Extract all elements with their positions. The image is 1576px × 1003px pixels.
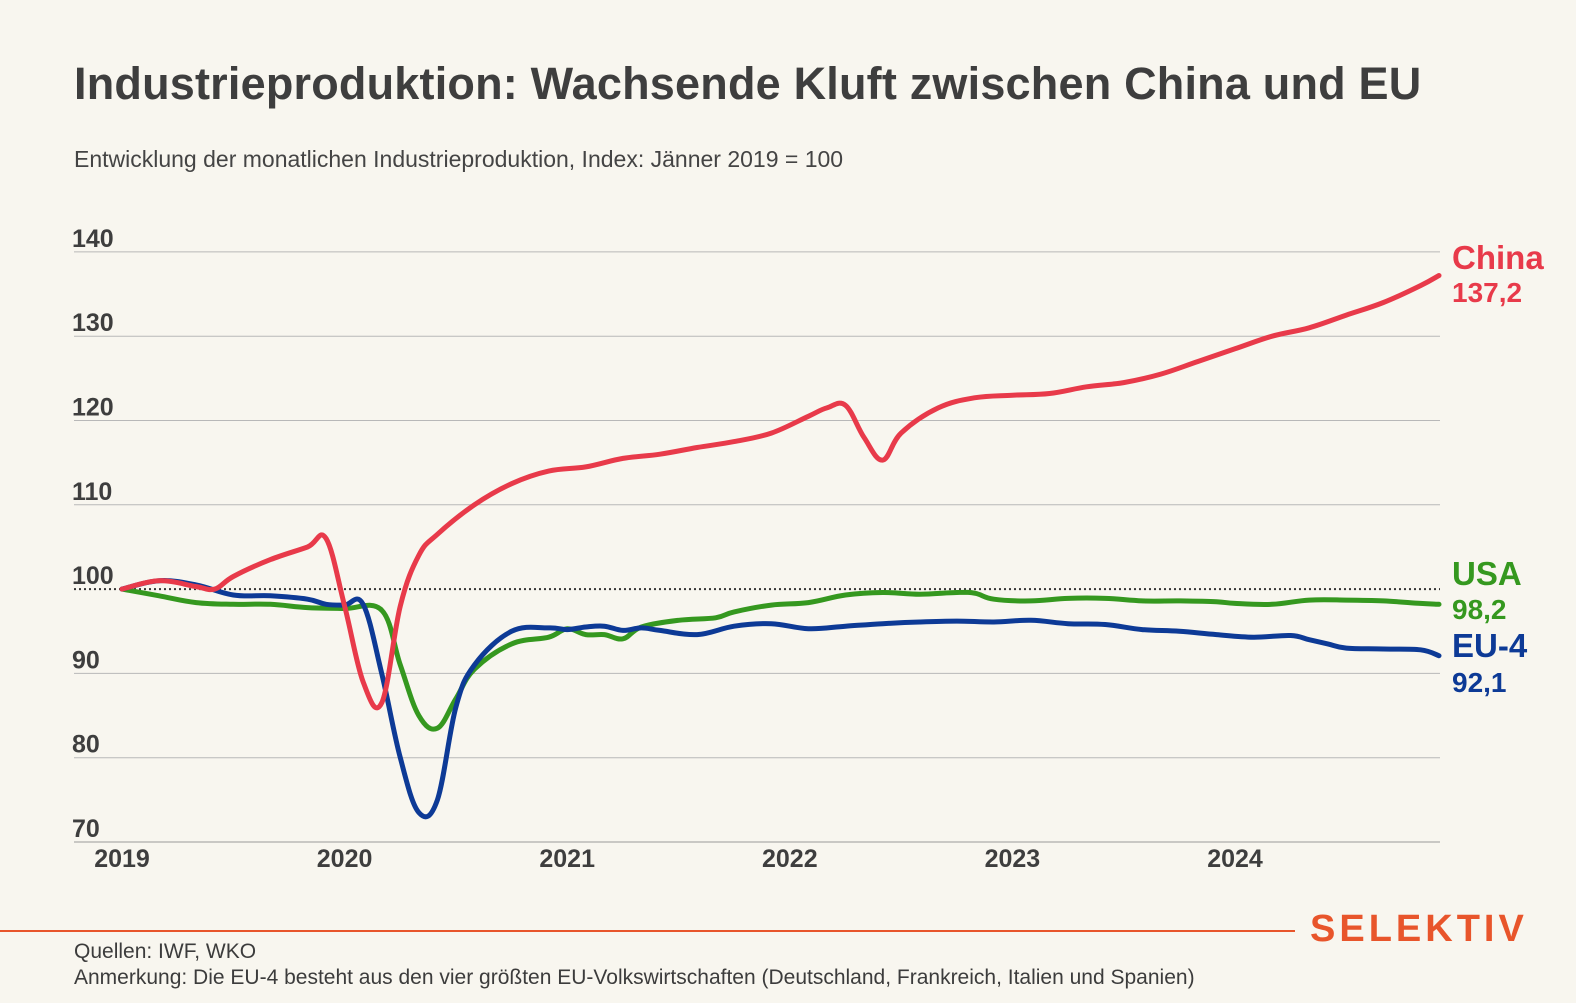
x-tick-label: 2022 [762,845,818,873]
y-tick-label: 140 [72,225,114,253]
y-tick-label: 100 [72,562,114,590]
series-line-china [119,273,1442,711]
x-axis-ticks: 2019 2020 2021 2022 2023 2024 [94,845,1263,873]
y-tick-label: 90 [72,646,100,674]
series-end-value-label: 137,2 [1452,277,1522,308]
footer-divider [0,930,1295,932]
series-lines [119,273,1442,820]
series-name-label: USA [1452,555,1522,592]
series-name-label: EU-4 [1452,627,1528,664]
series-line-usa [119,586,1442,732]
series-end-value-label: 92,1 [1452,667,1507,698]
y-tick-label: 110 [72,478,112,506]
annotation-note: Anmerkung: Die EU-4 besteht aus den vier… [74,966,1195,989]
series-end-value-label: 98,2 [1452,594,1507,625]
y-tick-label: 70 [72,815,100,843]
brand-logo: SELEKTIV [1310,908,1528,950]
grid-lines [74,251,1440,843]
sources-note: Quellen: IWF, WKO [74,940,257,963]
chart-title: Industrieproduktion: Wachsende Kluft zwi… [74,58,1422,109]
x-tick-label: 2021 [539,845,595,873]
chart-subtitle: Entwicklung der monatlichen Industriepro… [74,146,844,172]
x-tick-label: 2019 [94,845,150,873]
x-tick-label: 2024 [1207,845,1263,873]
y-tick-label: 80 [72,731,100,759]
series-line-eu-4 [119,578,1442,820]
y-tick-label: 120 [72,394,114,422]
x-tick-label: 2023 [985,845,1041,873]
y-tick-label: 130 [72,309,114,337]
x-tick-label: 2020 [317,845,373,873]
y-axis-ticks: 70 80 90 100 110 120 130 140 [72,225,114,843]
series-name-label: China [1452,239,1544,276]
